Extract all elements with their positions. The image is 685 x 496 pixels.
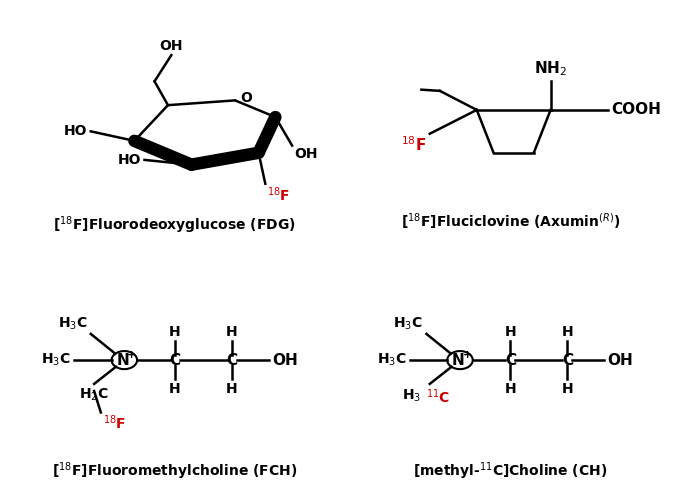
Text: +: +	[127, 350, 136, 360]
Text: H: H	[169, 381, 180, 395]
Text: C: C	[505, 353, 516, 368]
Text: H: H	[562, 325, 573, 339]
Text: +: +	[463, 350, 472, 360]
Text: H$_3$C: H$_3$C	[393, 315, 423, 331]
Text: $^{18}$F: $^{18}$F	[267, 185, 290, 203]
Text: N: N	[116, 353, 129, 368]
Text: C: C	[562, 353, 573, 368]
Text: H$_3$C: H$_3$C	[58, 315, 88, 331]
Text: H$_3$: H$_3$	[402, 387, 421, 404]
Text: O: O	[240, 91, 252, 105]
Text: H$_3$C: H$_3$C	[377, 352, 406, 369]
Text: H: H	[505, 381, 516, 395]
Text: H: H	[169, 325, 180, 339]
Text: C: C	[169, 353, 180, 368]
Text: OH: OH	[608, 353, 634, 368]
Text: $^{18}$F: $^{18}$F	[103, 414, 126, 432]
Text: HO: HO	[118, 153, 141, 167]
Text: N: N	[452, 353, 464, 368]
Text: H: H	[505, 325, 516, 339]
Text: OH: OH	[294, 147, 317, 161]
Text: [$^{18}$F]Fluoromethylcholine (FCH): [$^{18}$F]Fluoromethylcholine (FCH)	[52, 460, 297, 482]
Text: NH$_2$: NH$_2$	[534, 59, 567, 78]
Text: [$^{18}$F]Fluciclovine (Axumin$^{(R)}$): [$^{18}$F]Fluciclovine (Axumin$^{(R)}$)	[401, 211, 620, 231]
Text: $^{18}$F: $^{18}$F	[401, 135, 426, 154]
Text: HO: HO	[64, 124, 88, 138]
Text: H: H	[226, 325, 238, 339]
Text: H: H	[226, 381, 238, 395]
Text: COOH: COOH	[611, 102, 661, 118]
Text: H$_2$C: H$_2$C	[79, 386, 109, 403]
Text: C: C	[226, 353, 237, 368]
Text: H$_3$C: H$_3$C	[41, 352, 71, 369]
Text: OH: OH	[272, 353, 298, 368]
Text: OH: OH	[160, 39, 183, 53]
Text: $^{11}$C: $^{11}$C	[426, 387, 451, 406]
Text: [methyl-$^{11}$C]Choline (CH): [methyl-$^{11}$C]Choline (CH)	[413, 460, 608, 482]
Text: [$^{18}$F]Fluorodeoxyglucose (FDG): [$^{18}$F]Fluorodeoxyglucose (FDG)	[53, 214, 296, 236]
Text: H: H	[562, 381, 573, 395]
